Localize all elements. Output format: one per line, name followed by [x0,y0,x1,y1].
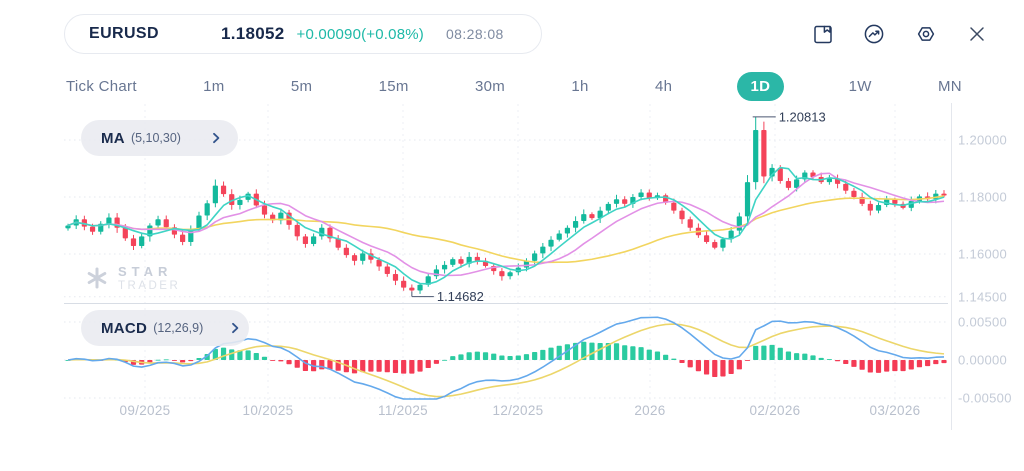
ma-indicator-pill[interactable]: MA (5,10,30) [81,120,238,156]
timeframe-tabs: Tick Chart 1m 5m 15m 30m 1h 4h 1D 1W MN [64,71,964,101]
axis-labels: 1.20000 1.18000 1.16000 1.14500 0.00500 0.000… [120,133,1012,419]
settings-icon[interactable] [913,21,939,47]
price-change: +0.00090(+0.08%) [296,25,424,43]
x-axis-label: 11/2025 [378,403,428,418]
x-axis-label: 09/2025 [120,403,171,418]
chevron-right-icon [203,322,241,334]
macd-histogram [65,341,947,378]
last-price: 1.18052 [220,24,285,43]
high-annotation: 1.20813 [779,109,826,124]
chevron-right-icon [184,132,222,144]
watermark-line2: TRADER [118,280,181,292]
watermark-line1: STAR [118,264,173,279]
close-icon[interactable] [964,21,990,47]
gridlines [64,103,952,430]
x-axis-label: 12/2025 [493,403,544,418]
tab-1h[interactable]: 1h [569,73,590,100]
chart-type-icon[interactable] [861,21,887,47]
tab-15m[interactable]: 15m [377,73,411,100]
ma-indicator-name: MA [101,129,125,147]
save-icon[interactable] [810,21,836,47]
price-annotations: 1.20813 1.14682 [411,109,826,304]
tab-30m[interactable]: 30m [473,73,507,100]
x-axis-label: 03/2026 [870,403,921,418]
macd-axis-label: 0.00500 [958,315,1007,330]
tab-1d[interactable]: 1D [736,71,785,101]
tab-4h[interactable]: 4h [653,73,674,100]
macd-axis-label: 0.00000 [958,353,1007,368]
x-axis-label: 2026 [634,403,665,418]
symbol-info-bar: EURUSD 1.18052 +0.00090(+0.08%) 08:28:08 [64,14,542,54]
price-axis-label: 1.14500 [958,289,1007,304]
macd-indicator-pill[interactable]: MACD (12,26,9) [81,310,249,346]
tab-5m[interactable]: 5m [289,73,314,100]
macd-axis-label: -0.00500 [958,391,1012,406]
tab-tick-chart[interactable]: Tick Chart [64,73,139,100]
star-logo-icon [87,267,107,289]
x-axis-label: 10/2025 [243,403,294,418]
macd-indicator-params: (12,26,9) [153,321,204,335]
price-axis-label: 1.18000 [958,190,1007,205]
chart-toolbar [810,20,990,48]
price-axis-label: 1.20000 [958,133,1007,148]
macd-lines [67,316,945,400]
tab-1m[interactable]: 1m [201,73,226,100]
low-annotation: 1.14682 [437,289,484,304]
tab-mn[interactable]: MN [936,73,964,100]
ma-lines [67,166,945,285]
server-time: 08:28:08 [446,26,504,42]
watermark: STAR TRADER [84,264,180,292]
x-axis-label: 02/2026 [750,403,801,418]
macd-indicator-name: MACD [101,319,148,337]
tab-1w[interactable]: 1W [847,73,874,100]
price-axis-label: 1.16000 [958,247,1007,262]
symbol-name: EURUSD [89,25,159,42]
ma-indicator-params: (5,10,30) [130,131,181,145]
